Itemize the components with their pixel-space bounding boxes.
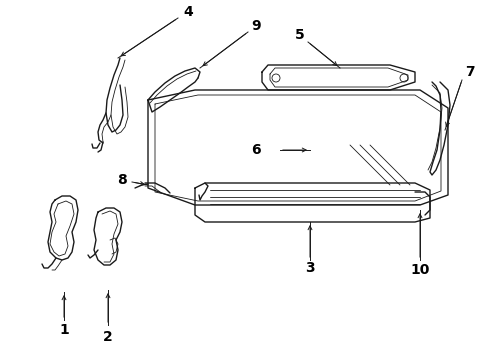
Text: 9: 9: [251, 19, 261, 33]
Text: 4: 4: [183, 5, 193, 19]
Text: 1: 1: [59, 323, 69, 337]
Text: 8: 8: [117, 173, 127, 187]
Text: 2: 2: [103, 330, 113, 344]
Text: 3: 3: [305, 261, 315, 275]
Text: 10: 10: [410, 263, 430, 277]
Text: 7: 7: [465, 65, 475, 79]
Text: 5: 5: [295, 28, 305, 42]
Text: 6: 6: [251, 143, 261, 157]
